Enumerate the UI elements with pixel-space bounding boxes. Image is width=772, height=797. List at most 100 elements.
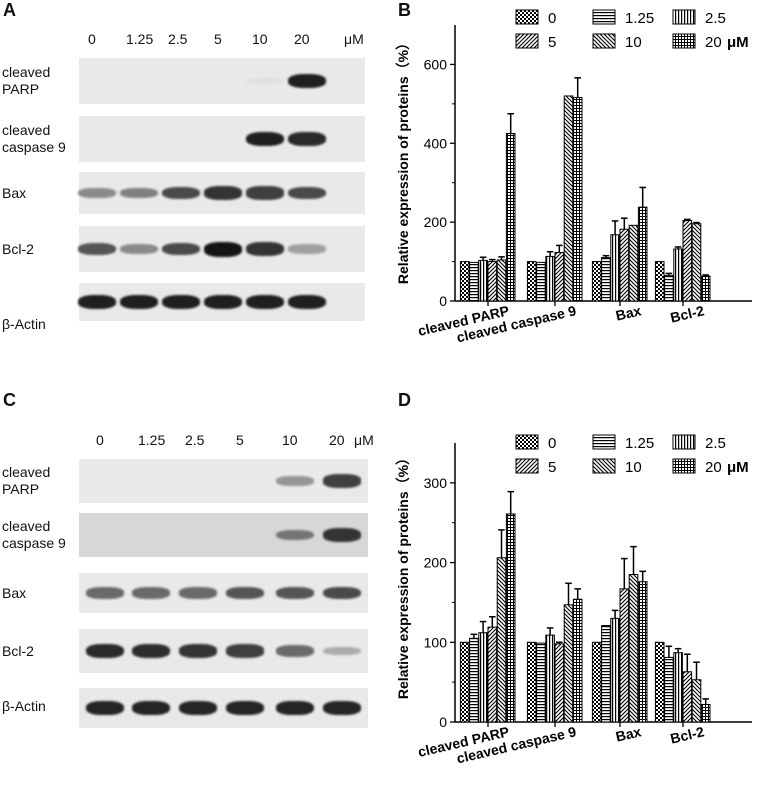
blot-band [86, 700, 124, 716]
panel-letter-c: C [3, 390, 16, 410]
bar [505, 513, 516, 723]
panel-letter-a: A [3, 0, 16, 20]
legend-swatch [515, 33, 539, 49]
y-tick-label: 200 [424, 555, 448, 571]
legend-swatch [592, 434, 616, 450]
blot-row-label-line: Bcl-2 [2, 642, 34, 659]
bar [654, 641, 665, 723]
legend-label: 0 [548, 10, 556, 27]
bar [700, 703, 711, 723]
blot-band [288, 294, 326, 310]
blot-band [226, 586, 264, 600]
legend-label: 0 [548, 435, 556, 452]
blot-band [86, 643, 124, 659]
blot-band [288, 131, 326, 147]
blot-row-label-line: Bax [2, 184, 27, 201]
bar [478, 259, 488, 302]
blot-strip [79, 573, 368, 613]
y-tick-label: 400 [424, 135, 448, 151]
blot-band [323, 474, 361, 488]
blot-row-label: cleaved caspase 9 [2, 518, 66, 552]
blot-row-label-line: cleaved [2, 464, 51, 480]
y-tick-label: 0 [439, 714, 447, 730]
category-label: Bax [614, 723, 643, 744]
blot-row-label-line: caspase 9 [2, 535, 66, 551]
blot-band [86, 587, 124, 599]
bar [487, 626, 498, 723]
bar [487, 261, 498, 302]
blot-band [179, 644, 217, 658]
blot-band [246, 242, 284, 256]
category-label: Bcl-2 [669, 302, 706, 325]
blot-band [276, 586, 314, 600]
bar [628, 574, 639, 723]
concentration-unit: μM [344, 31, 364, 47]
blot-band [132, 700, 170, 716]
blot-band [78, 187, 116, 199]
concentration-label: 0 [88, 31, 96, 47]
bar [505, 132, 516, 302]
blot-row-label-line: Bcl-2 [2, 240, 34, 257]
blot-band [179, 700, 217, 716]
concentration-label: 20 [329, 432, 345, 448]
legend-swatch [592, 9, 616, 25]
blot-row-label: Bax [2, 185, 26, 202]
blot-band [288, 244, 326, 254]
blot-band [120, 243, 158, 255]
bar [673, 248, 683, 302]
blot-band [276, 476, 314, 486]
legend-label: 20 [705, 34, 722, 51]
blot-row-label: β-Actin [2, 698, 46, 715]
bar [563, 604, 574, 723]
bar [601, 625, 611, 723]
blot-band [162, 242, 200, 256]
legend-label: 2.5 [705, 10, 726, 27]
blot-band [323, 528, 361, 542]
concentration-unit: μM [354, 432, 374, 448]
category-label: Bcl-2 [669, 723, 706, 746]
blot-row-label-line: PARP [2, 81, 40, 97]
blot-band [120, 294, 158, 310]
concentration-label: 5 [214, 31, 222, 47]
concentration-label: 20 [294, 31, 310, 47]
concentration-label: 5 [236, 432, 244, 448]
bar [628, 224, 639, 302]
bar [496, 557, 507, 723]
blot-band [204, 241, 242, 257]
legend-label: 10 [625, 34, 642, 51]
y-tick-label: 600 [424, 56, 448, 72]
blot-band [78, 294, 116, 310]
blot-row-label: cleaved PARP [2, 464, 50, 498]
blot-band [162, 186, 200, 200]
bar [526, 261, 537, 302]
bar [554, 252, 565, 302]
bar [610, 617, 620, 723]
concentration-label: 0 [96, 432, 104, 448]
y-axis-label: Relative expression of proteins（%） [395, 451, 411, 699]
legend-label: 1.25 [625, 10, 654, 27]
blot-row-label-line: cleaved [2, 64, 51, 80]
blot-strip [79, 688, 368, 728]
blot-row-label-line: β-Actin [2, 316, 46, 332]
western-blot-c: 0 1.25 2.5 5 10 20 μM cleaved PARP cleaved caspase… [0, 0, 380, 797]
blot-band [162, 294, 200, 310]
legend-swatch [672, 434, 696, 450]
blot-band [276, 645, 314, 657]
bar [591, 641, 602, 723]
blot-row-label: Bcl-2 [2, 241, 34, 258]
blot-row-label-line: PARP [2, 481, 40, 497]
blot-band [246, 294, 284, 310]
blot-strip [79, 459, 368, 503]
western-blot-a: 0 1.25 2.5 5 10 20 μM cleaved PARP cleaved caspase… [0, 0, 380, 380]
blot-row-label: cleaved caspase 9 [2, 122, 66, 156]
bar [526, 641, 537, 723]
blot-strip [79, 513, 368, 557]
blot-row-label-line: cleaved [2, 518, 51, 534]
legend-swatch [672, 33, 696, 49]
blot-band [323, 700, 361, 716]
bar [459, 641, 470, 723]
blot-band [246, 186, 284, 200]
legend-unit: μM [727, 459, 749, 476]
blot-band [120, 187, 158, 199]
blot-band [204, 186, 242, 200]
